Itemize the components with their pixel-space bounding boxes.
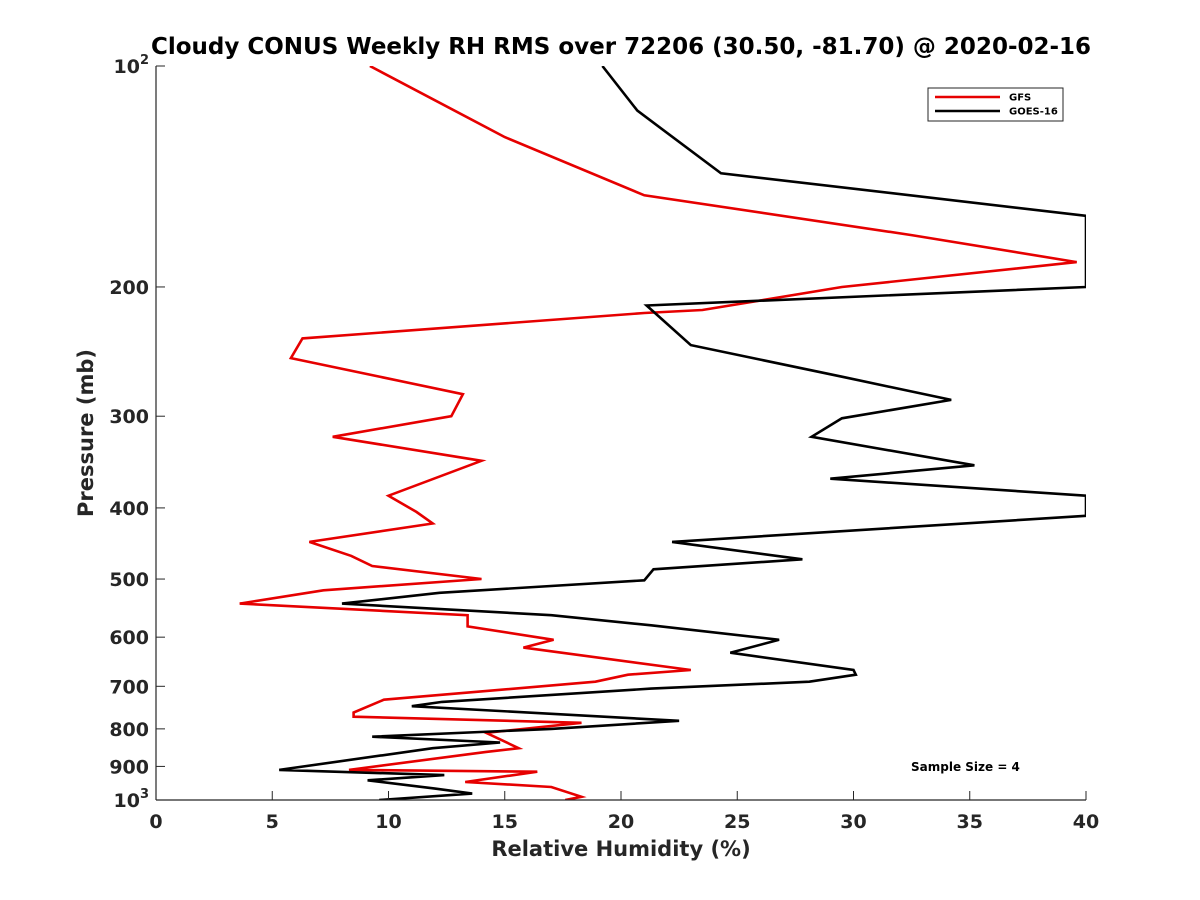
x-axis-label: Relative Humidity (%) [491,837,750,861]
y-tick-label: 300 [109,406,149,428]
y-tick-label: 700 [109,676,149,698]
series-line-goes-16 [279,66,1086,800]
y-tick-label: 500 [109,569,149,591]
x-tick-label: 30 [840,811,866,833]
x-tick-label: 35 [957,811,983,833]
x-tick-label: 5 [266,811,279,833]
legend-box [927,87,1064,122]
series-line-gfs [239,66,1077,800]
y-tick-label: 102 [114,53,150,78]
y-axis-label: Pressure (mb) [74,349,98,517]
legend: GFS GOES-16 [927,87,1064,122]
x-tick-label: 40 [1073,811,1099,833]
legend-label-goes-16: GOES-16 [1009,107,1058,118]
sample-size-annotation: Sample Size = 4 [911,760,1020,774]
y-tick-label: 200 [109,277,149,299]
y-tick-label: 900 [109,756,149,778]
x-tick-label: 20 [608,811,634,833]
y-tick-label: 600 [109,627,149,649]
axes: 0 5 10 15 20 25 30 35 40 102 200 300 400 500 600 700 800… [109,53,1099,833]
x-tick-label: 10 [375,811,401,833]
x-tick-label: 0 [149,811,162,833]
series-layer [239,66,1086,800]
chart-title: Cloudy CONUS Weekly RH RMS over 72206 (3… [151,34,1091,60]
x-tick-label: 25 [724,811,750,833]
y-tick-label: 400 [109,498,149,520]
x-tick-label: 15 [492,811,518,833]
y-tick-label: 800 [109,719,149,741]
legend-label-gfs: GFS [1009,93,1031,104]
